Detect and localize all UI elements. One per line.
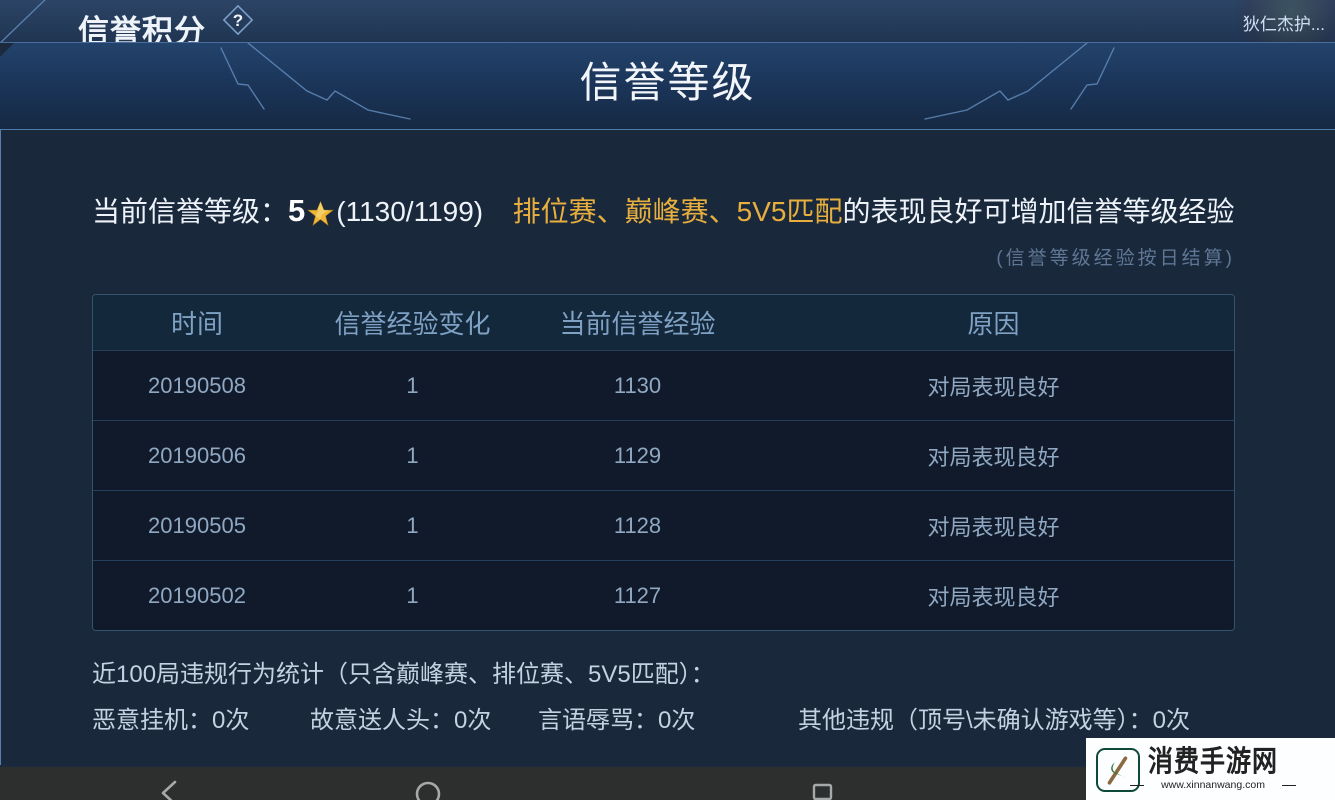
svg-text:?: ?: [233, 11, 243, 30]
